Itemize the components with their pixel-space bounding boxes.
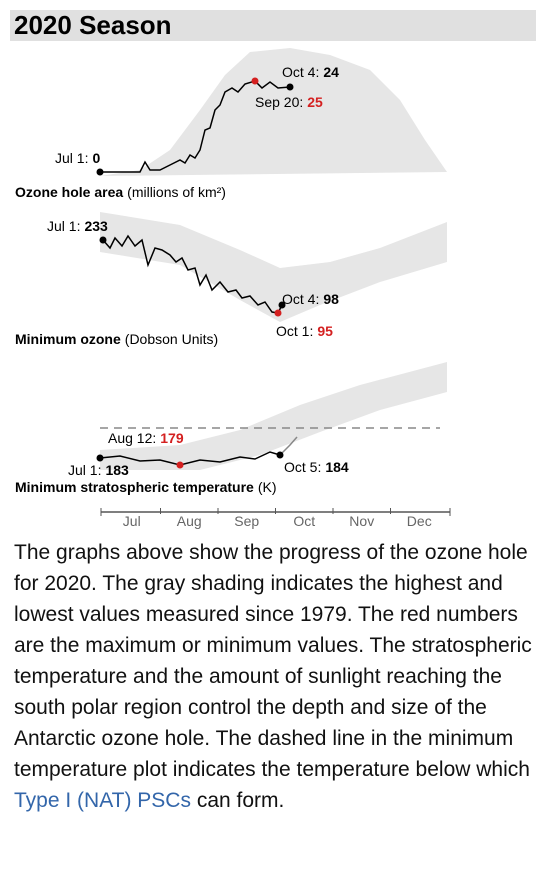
panel-title-main: Minimum stratospheric temperature [15,479,254,495]
min-dot [176,461,184,469]
max-dot [251,77,259,85]
description: The graphs above show the progress of th… [14,537,539,816]
end-dot [278,301,286,309]
min-ozone-line [102,234,283,314]
range-shading [100,362,447,470]
month-label: Dec [407,513,432,529]
charts: Ozone hole area (millions of km²)Jul 1: 0O… [15,48,451,529]
panel-units: (millions of km²) [127,184,226,200]
annotation-value: 179 [160,430,184,446]
annotation: Jul 1: 233 [47,218,108,234]
annotation-label: Oct 4: [282,64,319,80]
panel-units: (K) [258,479,277,495]
start-dot [96,168,104,176]
panel-title-main: Minimum ozone [15,331,121,347]
annotation-label: Oct 4: [282,291,319,307]
psc-link[interactable]: Type I (NAT) PSCs [14,789,191,812]
annotation-value: 98 [323,291,339,307]
month-label: Oct [293,513,315,529]
month-label: Jul [123,513,141,529]
month-label: Sep [234,513,259,529]
annotation: Aug 12: 179 [108,430,184,446]
annotation-label: Oct 5: [284,459,321,475]
panel-units: (Dobson Units) [125,331,218,347]
annotation-label: Oct 1: [276,323,313,339]
annotation: Oct 5: 184 [284,459,349,475]
annotation-value: 25 [307,94,323,110]
panel-title-main: Ozone hole area [15,184,123,200]
section-title: 2020 Season [10,10,536,41]
annotation-value: 0 [92,150,100,166]
annotation-value: 233 [84,218,108,234]
range-shading [100,212,447,322]
annotation-value: 24 [323,64,339,80]
annotation-label: Aug 12: [108,430,156,446]
min-temperature-line [99,451,281,466]
annotation-value: 184 [325,459,349,475]
annotation-label: Sep 20: [255,94,303,110]
month-label: Aug [177,513,202,529]
start-dot [96,454,104,462]
annotation-value: 95 [317,323,333,339]
annotation: Oct 4: 24 [282,64,339,80]
annotation: Oct 4: 98 [282,291,339,307]
annotation-label: Jul 1: [55,150,88,166]
panel-title: Ozone hole area (millions of km²) [15,184,226,200]
annotation-value: 183 [105,462,129,478]
annotation: Sep 20: 25 [255,94,323,110]
annotation-label: Jul 1: [68,462,101,478]
range-shading [100,48,447,176]
end-dot [276,451,284,459]
annotation-label: Jul 1: [47,218,80,234]
min-dot [274,309,282,317]
description-text: The graphs above show the progress of th… [14,541,532,781]
start-dot [99,236,107,244]
end-dot [286,83,294,91]
description-text: can form. [190,789,285,812]
annotation: Jul 1: 0 [55,150,100,166]
month-label: Nov [349,513,374,529]
panel-title: Minimum stratospheric temperature (K) [15,479,277,495]
annotation: Oct 1: 95 [276,323,333,339]
annotation: Jul 1: 183 [68,462,129,478]
min-temperature-line-extension [279,436,298,456]
panel-title: Minimum ozone (Dobson Units) [15,331,218,347]
